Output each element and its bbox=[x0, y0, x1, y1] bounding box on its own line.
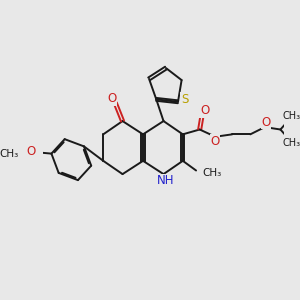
Text: CH₃: CH₃ bbox=[282, 138, 300, 148]
Text: CH₃: CH₃ bbox=[282, 111, 300, 121]
Text: O: O bbox=[210, 135, 220, 148]
Text: O: O bbox=[261, 116, 271, 129]
Text: S: S bbox=[181, 93, 188, 106]
Text: CH₃: CH₃ bbox=[203, 168, 222, 178]
Text: O: O bbox=[26, 146, 35, 158]
Text: NH: NH bbox=[157, 174, 175, 188]
Text: O: O bbox=[200, 104, 209, 117]
Text: CH₃: CH₃ bbox=[0, 148, 18, 159]
Text: O: O bbox=[107, 92, 116, 105]
